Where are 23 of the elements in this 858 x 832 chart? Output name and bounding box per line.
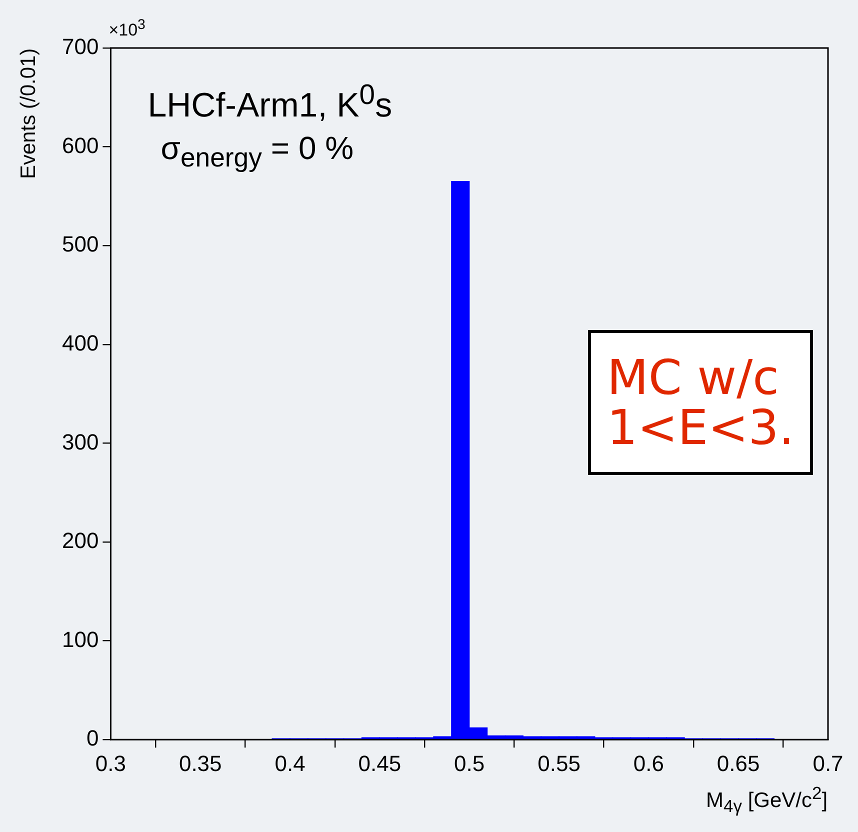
y-tick-label: 700	[62, 34, 99, 60]
x-tick-label: 0.4	[274, 750, 306, 776]
y-tick-label: 100	[62, 626, 99, 652]
y-tick-label: 500	[62, 232, 99, 257]
y-tick-label: 0	[86, 726, 99, 751]
y-axis-title: Events (/0.01)	[17, 48, 40, 179]
x-tick-label: 0.6	[633, 750, 664, 776]
y-tick-label: 400	[62, 330, 99, 356]
annotation: σ$_{energy}$ = 0 %	[160, 130, 354, 172]
x-tick-label: 0.55	[538, 750, 580, 776]
x-tick-label: 0.35	[178, 750, 222, 776]
x-tick-label: 0.7	[812, 750, 844, 776]
x-tick-label: 0.65	[716, 750, 760, 776]
text: ×10$^{3}$	[108, 17, 146, 40]
annotation: MC w/c 1<E<3.	[588, 330, 814, 475]
x-tick-label: 0.45	[358, 750, 402, 776]
annotation: LHCf-Arm1, K$^{0}$s	[148, 79, 392, 124]
y-tick-label: 600	[62, 132, 99, 158]
x-tick-label: 0.3	[95, 750, 126, 776]
x-axis-title: M$_{4γ}$ [GeV/c$^{2}$]	[706, 782, 828, 816]
y-tick-label: 200	[62, 528, 99, 554]
y-tick-label: 300	[62, 429, 99, 454]
x-tick-label: 0.5	[454, 750, 485, 776]
